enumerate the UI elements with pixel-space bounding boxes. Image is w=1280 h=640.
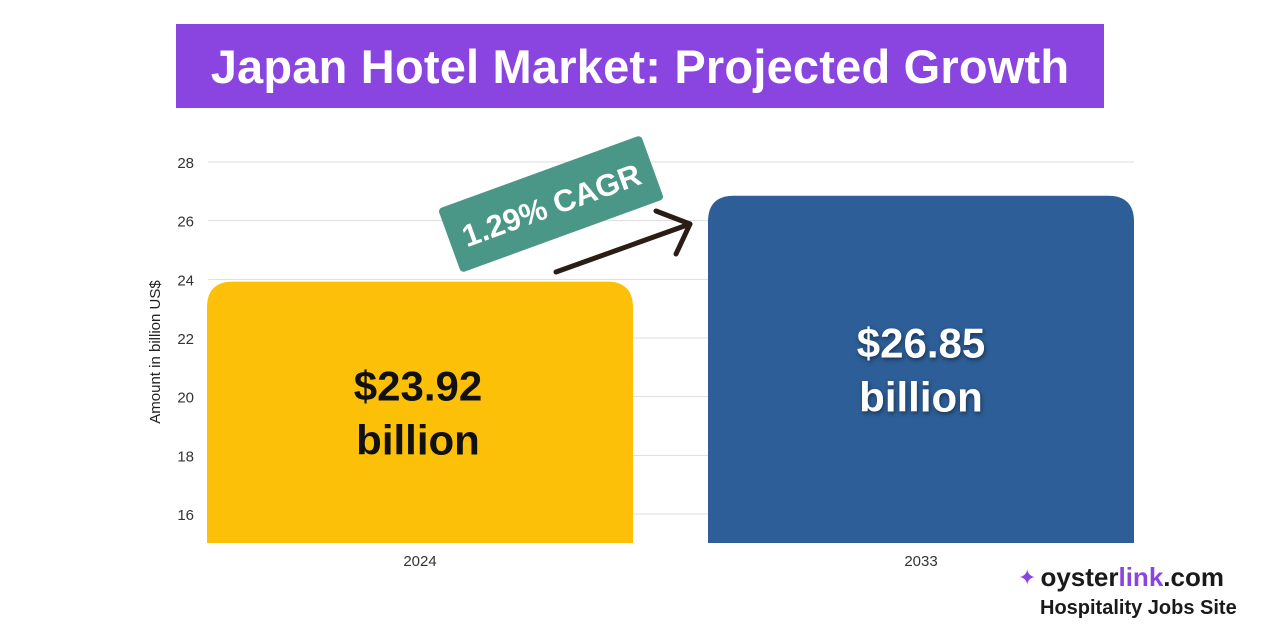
y-tick-label-18: 18: [177, 448, 194, 465]
bar-value-label-2024-1: $23.92: [354, 362, 482, 409]
bar-value-label-2033-1: $26.85: [857, 319, 985, 366]
y-tick-label-26: 26: [177, 214, 194, 231]
bar-value-label-2033-2: billion: [859, 373, 983, 420]
x-tick-label-2024: 2024: [403, 553, 436, 570]
growth-arrow-head: [653, 208, 693, 257]
y-tick-label-20: 20: [177, 390, 194, 407]
title-banner: Japan Hotel Market: Projected Growth: [176, 24, 1104, 108]
bar-2033: [708, 195, 1134, 543]
x-tick-label-2033: 2033: [904, 553, 937, 570]
y-axis-label: Amount in billion US$: [147, 280, 164, 424]
cagr-badge-background: [439, 136, 663, 272]
y-tick-label-22: 22: [177, 331, 194, 348]
bar-2024: [207, 281, 633, 543]
y-tick-label-24: 24: [177, 272, 194, 289]
brand-tagline: Hospitality Jobs Site: [1040, 597, 1237, 619]
y-tick-label-16: 16: [177, 507, 194, 524]
oyster-logo-icon: ✦: [1018, 564, 1037, 590]
growth-arrow-shaft: [553, 221, 693, 275]
cagr-badge: 1.29% CAGR: [439, 136, 663, 272]
y-tick-label-28: 28: [177, 155, 194, 172]
bar-value-label-2024-2: billion: [356, 416, 480, 463]
brand-logo[interactable]: ✦ oyster link .com Hospitality Jobs Site: [1018, 562, 1268, 632]
chart-title: Japan Hotel Market: Projected Growth: [210, 39, 1070, 93]
brand-name-part2: link: [1118, 562, 1164, 592]
brand-name-part1: oyster: [1040, 562, 1119, 592]
brand-name: ✦ oyster link .com: [1018, 562, 1268, 593]
brand-name-part3: .com: [1163, 562, 1224, 592]
